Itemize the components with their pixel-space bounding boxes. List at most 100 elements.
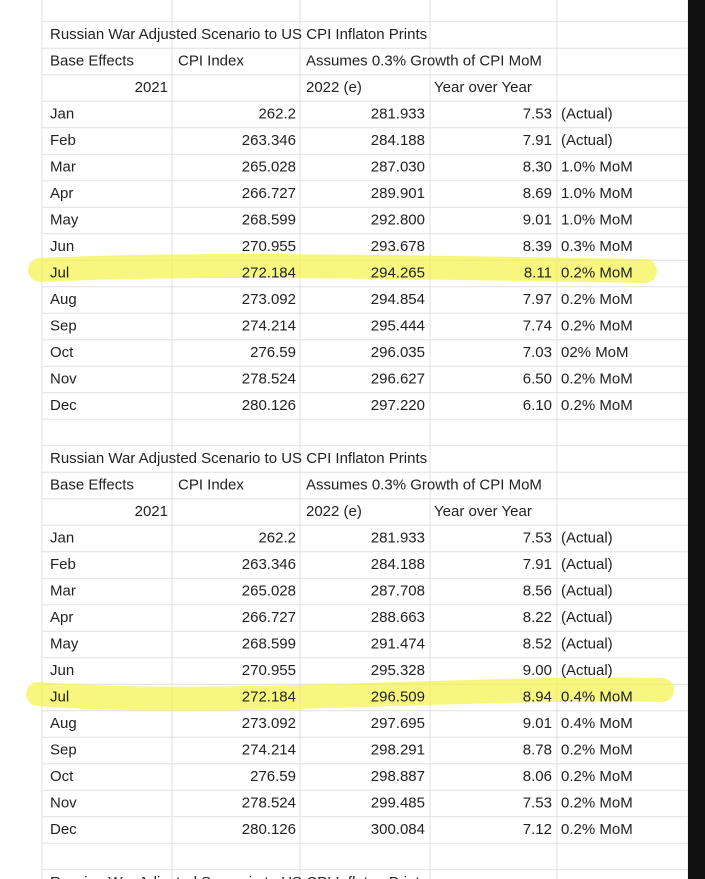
cell-text: Oct	[50, 344, 74, 361]
cell-text: Year over Year	[434, 79, 532, 96]
cell-text: 2022 (e)	[306, 503, 362, 520]
cell-text: Russian War Adjusted Scenario to US CPI …	[50, 26, 427, 43]
cell-text: Dec	[50, 821, 77, 838]
cell-text: Sep	[50, 317, 77, 334]
cell-text: 289.901	[371, 185, 425, 202]
cell-text: 8.52	[523, 635, 552, 652]
cell-text: Jul	[50, 264, 69, 281]
cell-text: Apr	[50, 185, 73, 202]
cell-text: 272.184	[242, 264, 296, 281]
cell-text: 278.524	[242, 370, 296, 387]
cell-text: Jun	[50, 238, 74, 255]
cell-text: 281.933	[371, 105, 425, 122]
cell-text: 274.214	[242, 317, 296, 334]
cell-text: Aug	[50, 291, 77, 308]
highlight	[26, 677, 674, 711]
cell-text: Oct	[50, 768, 74, 785]
cell-text: Russian War Adjusted Scenario to US CPI …	[50, 450, 427, 467]
cell-text: 268.599	[242, 211, 296, 228]
cell-text: 287.030	[371, 158, 425, 175]
cell-text: 8.69	[523, 185, 552, 202]
cell-text: 1.0% MoM	[561, 185, 633, 202]
cell-text: Feb	[50, 556, 76, 573]
cell-text: 266.727	[242, 609, 296, 626]
cell-text: Dec	[50, 397, 77, 414]
cell-text: Aug	[50, 715, 77, 732]
cell-text: 295.444	[371, 317, 425, 334]
cell-text: Nov	[50, 370, 77, 387]
cell-text: Year over Year	[434, 503, 532, 520]
cell-text: Sep	[50, 741, 77, 758]
cell-text: 2021	[135, 503, 168, 520]
cell-text: May	[50, 211, 79, 228]
cell-text: 262.2	[258, 105, 296, 122]
cell-text: 276.59	[250, 768, 296, 785]
cell-text: 284.188	[371, 132, 425, 149]
cell-text: 0.2% MoM	[561, 821, 633, 838]
cell-text: 8.30	[523, 158, 552, 175]
cell-text: 287.708	[371, 582, 425, 599]
cell-text: 7.53	[523, 105, 552, 122]
cell-text: 296.509	[371, 688, 425, 705]
cell-text: 8.94	[523, 688, 552, 705]
cell-text: Russian War Adjusted Scenario to US CPI …	[50, 874, 427, 879]
cell-text: 0.2% MoM	[561, 741, 633, 758]
cell-text: 8.78	[523, 741, 552, 758]
cell-text: 6.50	[523, 370, 552, 387]
highlight	[28, 254, 657, 283]
cell-text: 291.474	[371, 635, 425, 652]
cell-text: 262.2	[258, 529, 296, 546]
cell-text: 7.91	[523, 556, 552, 573]
cell-text: 295.328	[371, 662, 425, 679]
cell-text: Jul	[50, 688, 69, 705]
cell-text: 270.955	[242, 662, 296, 679]
cell-text: 281.933	[371, 529, 425, 546]
cell-text: 273.092	[242, 291, 296, 308]
cell-text: 273.092	[242, 715, 296, 732]
cell-text: 274.214	[242, 741, 296, 758]
cell-text: (Actual)	[561, 529, 613, 546]
cell-text: (Actual)	[561, 582, 613, 599]
cell-text: 7.74	[523, 317, 552, 334]
cell-text: 294.854	[371, 291, 425, 308]
cell-text: 0.2% MoM	[561, 370, 633, 387]
cell-text: (Actual)	[561, 132, 613, 149]
cell-text: Jan	[50, 105, 74, 122]
cell-text: 293.678	[371, 238, 425, 255]
cell-text: Assumes 0.3% Growth of CPI MoM	[306, 476, 542, 493]
cell-text: 270.955	[242, 238, 296, 255]
cell-text: 0.2% MoM	[561, 264, 633, 281]
cell-text: (Actual)	[561, 556, 613, 573]
cell-text: 0.4% MoM	[561, 688, 633, 705]
cell-text: 284.188	[371, 556, 425, 573]
cell-text: Mar	[50, 158, 76, 175]
cell-text: Nov	[50, 794, 77, 811]
cell-text: Mar	[50, 582, 76, 599]
cell-text: 7.53	[523, 529, 552, 546]
cell-text: CPI Index	[178, 52, 244, 69]
cell-text: 9.01	[523, 715, 552, 732]
cell-text: 263.346	[242, 132, 296, 149]
cell-text: 8.39	[523, 238, 552, 255]
cell-text: 288.663	[371, 609, 425, 626]
cell-text: Assumes 0.3% Growth of CPI MoM	[306, 52, 542, 69]
cell-text: 7.91	[523, 132, 552, 149]
cell-text: 0.2% MoM	[561, 794, 633, 811]
cell-text: 1.0% MoM	[561, 211, 633, 228]
cell-text: 8.22	[523, 609, 552, 626]
cell-text: 298.887	[371, 768, 425, 785]
cell-text: 272.184	[242, 688, 296, 705]
cell-text: 276.59	[250, 344, 296, 361]
cell-text: 2021	[135, 79, 168, 96]
cell-text: 297.220	[371, 397, 425, 414]
cell-text: Apr	[50, 609, 73, 626]
cell-text: 298.291	[371, 741, 425, 758]
cell-text: Jun	[50, 662, 74, 679]
cells: Russian War Adjusted Scenario to US CPI …	[50, 26, 633, 879]
cell-text: 9.01	[523, 211, 552, 228]
cell-text: (Actual)	[561, 105, 613, 122]
cell-text: 0.2% MoM	[561, 291, 633, 308]
cell-text: 0.4% MoM	[561, 715, 633, 732]
cell-text: (Actual)	[561, 662, 613, 679]
